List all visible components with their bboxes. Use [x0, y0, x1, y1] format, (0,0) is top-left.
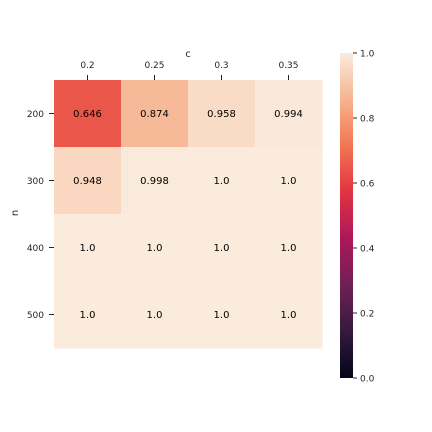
cell-value-label: 1.0 — [147, 243, 163, 254]
colorbar-tick-label: 1.0 — [360, 50, 375, 60]
cell-value-label: 0.646 — [73, 109, 102, 120]
x-tick-label: 0.3 — [214, 61, 228, 71]
cell-value-label: 0.994 — [274, 109, 303, 120]
cell-value-label: 1.0 — [214, 176, 230, 187]
colorbar-tick-label: 0.2 — [360, 310, 374, 320]
cell-value-label: 0.958 — [207, 109, 236, 120]
heatmap-cell — [54, 80, 122, 148]
heatmap-cell — [255, 80, 323, 148]
heatmap-cell — [188, 214, 256, 282]
x-tick-label: 0.35 — [278, 61, 298, 71]
cell-value-label: 0.948 — [73, 176, 102, 187]
cell-value-label: 1.0 — [214, 243, 230, 254]
heatmap-cell — [255, 281, 323, 349]
colorbar-tick-label: 0.6 — [360, 180, 375, 190]
cell-value-label: 0.998 — [140, 176, 169, 187]
heatmap-cell — [54, 147, 122, 215]
cell-value-label: 1.0 — [281, 176, 297, 187]
x-axis-ticks: 0.2 0.25 0.3 0.35 — [80, 61, 299, 80]
cell-value-label: 1.0 — [281, 310, 297, 321]
cell-value-label: 1.0 — [80, 310, 96, 321]
cell-value-label: 1.0 — [147, 310, 163, 321]
heatmap-cell — [121, 281, 189, 349]
heatmap-cell — [188, 281, 256, 349]
y-tick-label: 200 — [27, 110, 44, 120]
heatmap-cell — [54, 214, 122, 282]
heatmap-cells: 0.646 0.874 0.958 0.994 0.948 0.998 1.0 1.0 1.0 1… — [54, 80, 323, 349]
cell-value-label: 1.0 — [80, 243, 96, 254]
heatmap-cell — [121, 214, 189, 282]
y-axis-label: n — [10, 210, 21, 216]
y-axis-ticks: 200 300 400 500 — [27, 110, 54, 321]
heatmap-cell — [188, 147, 256, 215]
colorbar-gradient — [340, 53, 353, 378]
heatmap-cell — [121, 80, 189, 148]
colorbar: 0.0 0.2 0.4 0.6 0.8 1.0 — [340, 50, 375, 385]
heatmap-cell — [255, 214, 323, 282]
heatmap-cell — [255, 147, 323, 215]
colorbar-tick-label: 0.4 — [360, 245, 375, 255]
x-tick-label: 0.2 — [80, 61, 94, 71]
x-tick-label: 0.25 — [144, 61, 164, 71]
cell-value-label: 1.0 — [214, 310, 230, 321]
cell-value-label: 1.0 — [281, 243, 297, 254]
y-tick-label: 300 — [27, 177, 44, 187]
y-tick-label: 500 — [27, 311, 44, 321]
colorbar-tick-label: 0.0 — [360, 375, 375, 385]
heatmap-cell — [188, 80, 256, 148]
y-tick-label: 400 — [27, 244, 44, 254]
heatmap-cell — [121, 147, 189, 215]
cell-value-label: 0.874 — [140, 109, 169, 120]
colorbar-tick-label: 0.8 — [360, 115, 375, 125]
heatmap-cell — [54, 281, 122, 349]
colorbar-ticks: 0.0 0.2 0.4 0.6 0.8 1.0 — [353, 50, 375, 385]
x-axis-label: c — [185, 49, 191, 60]
